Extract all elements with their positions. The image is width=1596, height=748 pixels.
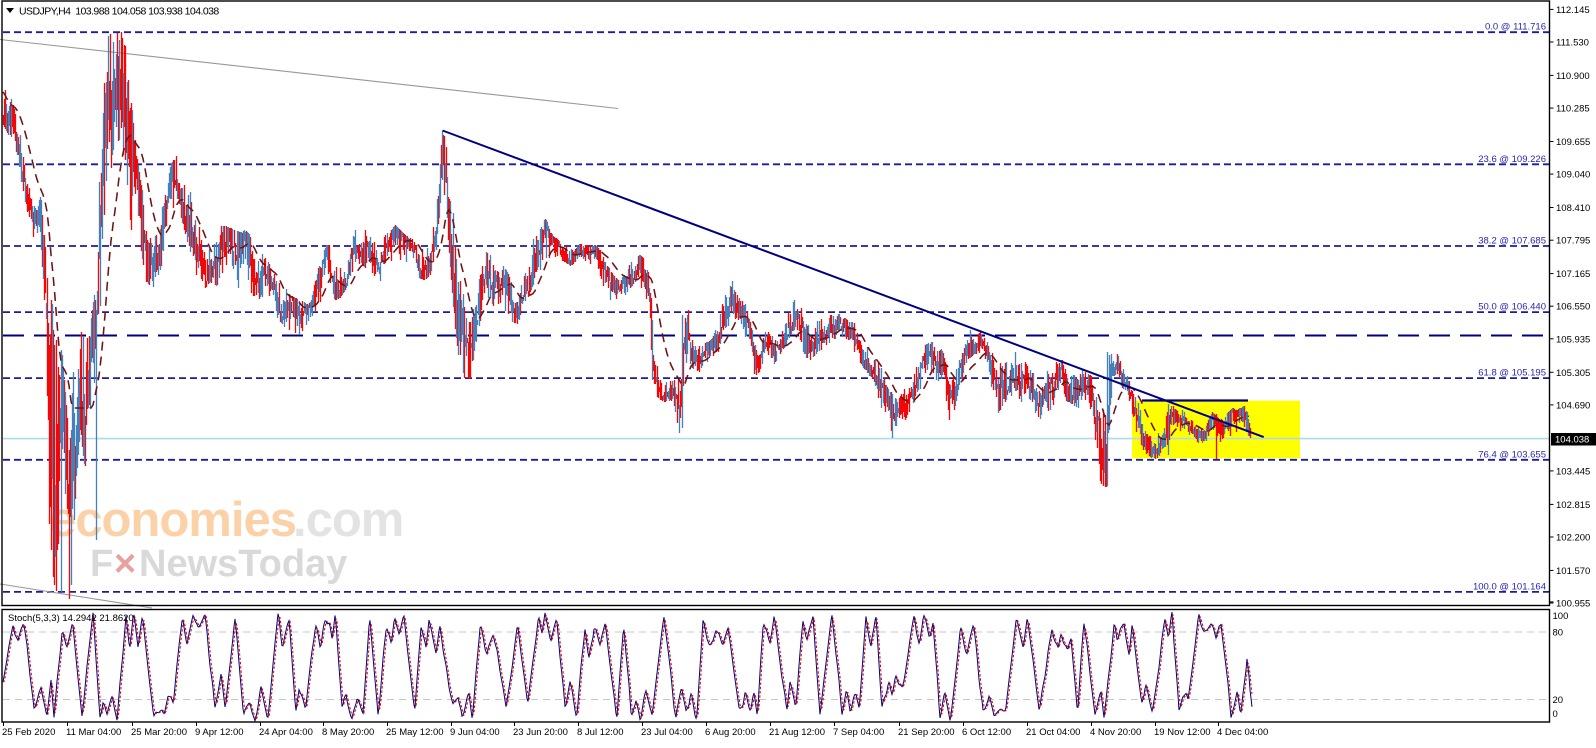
svg-text:76.4 @ 103.655: 76.4 @ 103.655 (1478, 449, 1546, 460)
svg-text:21 Aug 12:00: 21 Aug 12:00 (769, 727, 825, 738)
svg-text:101.570: 101.570 (1556, 566, 1590, 577)
svg-text:112.145: 112.145 (1556, 5, 1590, 16)
svg-text:4 Nov 20:00: 4 Nov 20:00 (1090, 727, 1141, 738)
svg-text:111.530: 111.530 (1556, 38, 1589, 49)
svg-text:110.285: 110.285 (1556, 104, 1590, 115)
svg-text:F: F (90, 543, 113, 585)
svg-text:.com: .com (293, 493, 403, 547)
svg-text:80: 80 (1553, 628, 1564, 639)
svg-text:0.0 @ 111.716: 0.0 @ 111.716 (1485, 22, 1546, 33)
svg-text:110.900: 110.900 (1556, 71, 1590, 82)
svg-text:105.935: 105.935 (1556, 334, 1590, 345)
svg-text:21 Oct 04:00: 21 Oct 04:00 (1026, 727, 1080, 738)
svg-text:24 Apr 04:00: 24 Apr 04:00 (259, 727, 313, 738)
svg-text:8 May 20:00: 8 May 20:00 (322, 727, 374, 738)
svg-text:economies: economies (49, 493, 296, 547)
svg-text:11 Mar 04:00: 11 Mar 04:00 (66, 727, 121, 738)
svg-text:0: 0 (1553, 709, 1558, 720)
svg-text:9 Apr 12:00: 9 Apr 12:00 (195, 727, 244, 738)
svg-text:4 Dec 04:00: 4 Dec 04:00 (1217, 727, 1268, 738)
svg-text:25 May 12:00: 25 May 12:00 (386, 727, 444, 738)
svg-text:109.040: 109.040 (1556, 170, 1590, 181)
svg-text:8 Jul 12:00: 8 Jul 12:00 (577, 727, 623, 738)
svg-text:107.165: 107.165 (1556, 269, 1590, 280)
svg-text:100: 100 (1553, 611, 1569, 622)
svg-text:23 Jul 04:00: 23 Jul 04:00 (641, 727, 693, 738)
svg-text:104.690: 104.690 (1556, 400, 1590, 411)
svg-text:19 Nov 12:00: 19 Nov 12:00 (1154, 727, 1211, 738)
svg-text:38.2 @ 107.685: 38.2 @ 107.685 (1478, 236, 1546, 247)
svg-text:25 Feb 2020: 25 Feb 2020 (2, 727, 55, 738)
svg-text:23.6 @ 109.226: 23.6 @ 109.226 (1478, 154, 1546, 165)
svg-text:50.0 @ 106.440: 50.0 @ 106.440 (1478, 302, 1546, 313)
svg-text:6 Aug 20:00: 6 Aug 20:00 (705, 727, 756, 738)
svg-text:103.445: 103.445 (1556, 466, 1590, 477)
svg-text:6 Oct 12:00: 6 Oct 12:00 (962, 727, 1011, 738)
svg-text:7 Sep 04:00: 7 Sep 04:00 (833, 727, 884, 738)
svg-text:106.550: 106.550 (1556, 302, 1590, 313)
svg-text:21 Sep 20:00: 21 Sep 20:00 (898, 727, 955, 738)
svg-text:NewsToday: NewsToday (139, 543, 347, 585)
svg-text:×: × (114, 543, 136, 585)
svg-text:100.955: 100.955 (1556, 599, 1590, 610)
svg-text:108.410: 108.410 (1556, 203, 1590, 214)
svg-text:USDJPY,H4 103.988 104.058 103: USDJPY,H4 103.988 104.058 103.938 104.03… (19, 6, 219, 18)
svg-text:107.795: 107.795 (1556, 236, 1590, 247)
svg-text:105.305: 105.305 (1556, 368, 1590, 379)
svg-text:102.815: 102.815 (1556, 500, 1590, 511)
svg-text:109.655: 109.655 (1556, 137, 1590, 148)
svg-text:Stoch(5,3,3) 14.2942 21.8620: Stoch(5,3,3) 14.2942 21.8620 (8, 613, 134, 624)
svg-text:23 Jun 20:00: 23 Jun 20:00 (513, 727, 568, 738)
svg-text:104.038: 104.038 (1555, 435, 1589, 446)
svg-text:102.200: 102.200 (1556, 533, 1590, 544)
svg-text:9 Jun 04:00: 9 Jun 04:00 (450, 727, 500, 738)
svg-text:20: 20 (1553, 695, 1564, 706)
svg-text:100.0 @ 101.164: 100.0 @ 101.164 (1473, 581, 1546, 592)
svg-text:25 Mar 20:00: 25 Mar 20:00 (131, 727, 187, 738)
svg-text:61.8 @ 105.195: 61.8 @ 105.195 (1478, 368, 1546, 379)
